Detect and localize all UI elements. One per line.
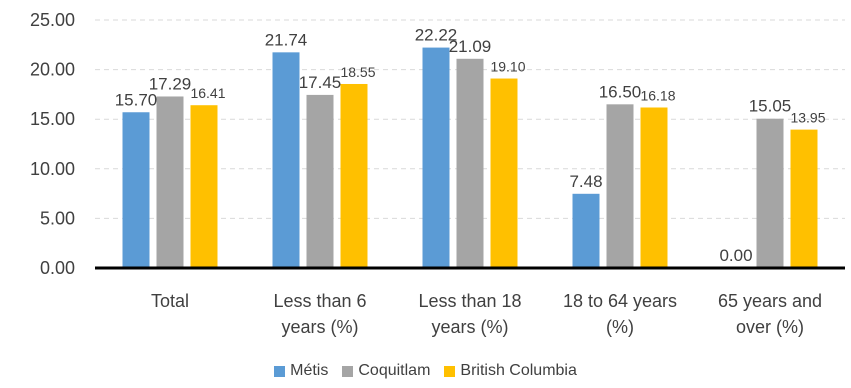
data-label: 13.95 — [790, 110, 825, 126]
gridlines — [95, 19, 845, 219]
y-tick-label: 10.00 — [30, 159, 75, 179]
bars — [122, 47, 818, 269]
bar — [122, 112, 150, 268]
legend-swatch — [274, 365, 286, 377]
y-tick-label: 5.00 — [40, 208, 75, 228]
data-label: 17.45 — [299, 73, 342, 92]
category-label: Less than 18 years (%) — [418, 291, 521, 337]
legend-swatch — [444, 365, 456, 377]
legend-item: Métis — [274, 362, 328, 380]
bar — [640, 107, 668, 268]
bar — [190, 105, 218, 268]
data-label: 0.00 — [719, 246, 752, 265]
bar — [490, 78, 518, 268]
bar — [756, 118, 784, 268]
data-label: 18.55 — [340, 64, 375, 80]
legend-label: British Columbia — [460, 362, 577, 379]
data-label: 16.18 — [640, 87, 675, 103]
bar — [456, 58, 484, 268]
bar — [340, 83, 368, 268]
category-label: Less than 6 years (%) — [273, 291, 366, 337]
bar — [156, 96, 184, 268]
bar — [422, 47, 450, 268]
y-tick-label: 25.00 — [30, 10, 75, 30]
data-label: 22.22 — [415, 26, 458, 45]
category-label: 18 to 64 years (%) — [563, 291, 677, 337]
data-label: 16.41 — [190, 85, 225, 101]
y-tick-label: 20.00 — [30, 60, 75, 80]
data-label: 16.50 — [599, 82, 642, 101]
y-tick-label: 15.00 — [30, 109, 75, 129]
bar — [790, 129, 818, 268]
category-label: Total — [151, 291, 189, 311]
data-label: 15.05 — [749, 97, 792, 116]
legend-item: Coquitlam — [342, 362, 430, 380]
legend-swatch — [342, 365, 354, 377]
data-label: 17.29 — [149, 74, 192, 93]
y-tick-label: 0.00 — [40, 258, 75, 278]
y-axis-ticks: 0.00 5.00 10.00 15.00 20.00 25.00 — [30, 10, 75, 278]
data-label: 19.10 — [490, 59, 525, 75]
data-label: 21.09 — [449, 37, 492, 56]
data-label: 21.74 — [265, 30, 308, 49]
legend-label: Coquitlam — [358, 362, 431, 379]
data-label: 7.48 — [569, 172, 602, 191]
legend-item: British Columbia — [444, 362, 577, 380]
category-label: 65 years and over (%) — [718, 291, 822, 337]
x-axis-categories: Total Less than 6 years (%) Less than 18 yea… — [151, 291, 822, 337]
bar — [572, 193, 600, 268]
legend: Métis Coquitlam British Columbia — [0, 359, 851, 383]
bar — [606, 104, 634, 268]
bar — [306, 94, 334, 269]
bar — [272, 52, 300, 268]
legend-label: Métis — [290, 362, 329, 379]
data-label: 15.70 — [115, 90, 158, 109]
